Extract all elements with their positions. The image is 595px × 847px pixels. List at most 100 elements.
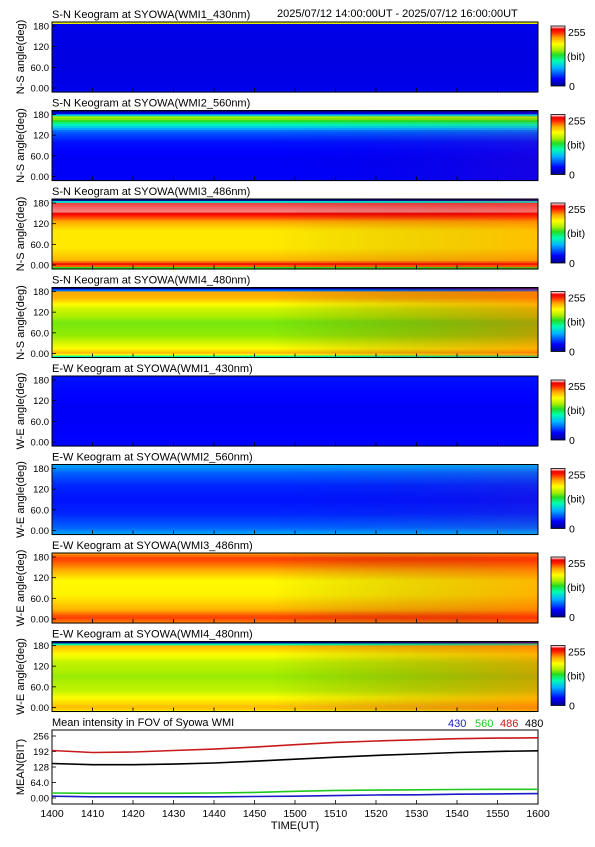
line-ytick-label: 192 xyxy=(33,747,49,758)
colorbar-min-label: 0 xyxy=(569,170,575,182)
keogram-ytick-label: 60.0 xyxy=(31,151,50,162)
keogram-ytick-label: 180 xyxy=(33,110,49,121)
series-line-480 xyxy=(51,750,539,766)
colorbar-unit-label: (bit) xyxy=(567,51,585,63)
keogram-panel-1: S-N Keogram at SYOWA(WMI1_430nm)180 120 60… xyxy=(15,9,586,95)
keogram-ytick-label: 0.00 xyxy=(31,84,50,95)
colorbar-max-label: 255 xyxy=(568,204,586,216)
colorbar xyxy=(550,468,566,529)
line-xtick-label: 1520 xyxy=(364,808,388,820)
series-line-430 xyxy=(51,792,539,798)
keogram-ytick-label: 180 xyxy=(33,464,49,475)
line-xtick-label: 1530 xyxy=(405,808,429,820)
colorbar-min-label: 0 xyxy=(569,435,575,447)
keogram-ylabel: N-S angle(deg) xyxy=(15,20,27,95)
colorbar-min-label: 0 xyxy=(569,258,575,270)
keogram-ytick-label: 120 xyxy=(33,573,49,584)
keogram-ytick-label: 120 xyxy=(33,219,49,230)
keogram-panel-5: E-W Keogram at SYOWA(WMI1_430nm)180 120 60… xyxy=(15,363,586,449)
colorbar-max-label: 255 xyxy=(568,293,586,305)
line-xtick-label: 1440 xyxy=(202,808,226,820)
legend-label-486: 486 xyxy=(500,718,518,730)
keogram-trend-overlay xyxy=(52,287,538,358)
keogram-ytick-label: 0.00 xyxy=(31,172,50,183)
colorbar xyxy=(550,202,566,264)
keogram-ytick-label: 120 xyxy=(33,308,49,319)
colorbar-min-label: 0 xyxy=(569,81,575,93)
colorbar-unit-label: (bit) xyxy=(567,671,585,683)
keogram-trend-overlay xyxy=(52,22,538,92)
keogram-ytick-label: 60.0 xyxy=(31,63,50,74)
keogram-ytick-label: 180 xyxy=(33,287,49,298)
colorbar-max-label: 255 xyxy=(568,647,586,659)
keogram-trend-overlay xyxy=(52,464,538,535)
keogram-ylabel: N-S angle(deg) xyxy=(15,108,27,183)
keogram-title: E-W Keogram at SYOWA(WMI2_560nm) xyxy=(52,452,253,464)
time-range-header: 2025/07/12 14:00:00UT - 2025/07/12 16:00… xyxy=(277,8,518,20)
colorbar xyxy=(550,114,566,175)
line-xtick-label: 1400 xyxy=(40,808,64,820)
keogram-trend-overlay xyxy=(52,110,538,181)
keogram-ylabel: W-E angle(deg) xyxy=(15,461,27,538)
keogram-trend-overlay xyxy=(52,199,538,269)
line-chart-title: Mean intensity in FOV of Syowa WMI xyxy=(52,717,234,729)
keogram-ytick-label: 60.0 xyxy=(31,505,50,516)
colorbar-max-label: 255 xyxy=(568,116,586,128)
keogram-ytick-label: 0.00 xyxy=(31,703,50,714)
line-xtick-label: 1550 xyxy=(486,808,510,820)
keogram-ytick-label: 0.00 xyxy=(31,438,50,449)
keogram-ylabel: W-E angle(deg) xyxy=(15,638,27,715)
keogram-title: E-W Keogram at SYOWA(WMI4_480nm) xyxy=(52,629,253,641)
colorbar-min-label: 0 xyxy=(569,701,575,713)
line-ylabel: MEAN(BIT) xyxy=(15,739,27,795)
legend-label-430: 430 xyxy=(448,718,466,730)
keogram-title: E-W Keogram at SYOWA(WMI1_430nm) xyxy=(52,363,253,375)
keogram-title: S-N Keogram at SYOWA(WMI3_486nm) xyxy=(52,186,250,198)
keogram-ytick-label: 180 xyxy=(33,641,49,652)
keogram-trend-overlay xyxy=(52,376,538,446)
colorbar xyxy=(550,25,566,87)
series-line-560 xyxy=(51,788,538,795)
colorbar xyxy=(550,291,566,352)
keogram-panel-2: S-N Keogram at SYOWA(WMI2_560nm)180 120 60… xyxy=(15,98,586,184)
colorbar-unit-label: (bit) xyxy=(567,317,585,329)
legend-label-560: 560 xyxy=(475,718,493,730)
line-ytick-label: 64.0 xyxy=(31,778,50,789)
colorbar-unit-label: (bit) xyxy=(567,405,585,417)
colorbar xyxy=(550,645,566,706)
keogram-ytick-label: 180 xyxy=(33,199,49,210)
keogram-ylabel: W-E angle(deg) xyxy=(15,373,27,450)
colorbar-min-label: 0 xyxy=(569,524,575,536)
line-xtick-label: 1450 xyxy=(243,808,267,820)
line-xtick-label: 1540 xyxy=(445,808,469,820)
keogram-ytick-label: 60.0 xyxy=(31,240,50,251)
keogram-ytick-label: 120 xyxy=(33,42,49,53)
keogram-ytick-label: 0.00 xyxy=(31,615,50,626)
colorbar xyxy=(550,379,566,441)
keogram-ytick-label: 60.0 xyxy=(31,417,50,428)
keogram-ytick-label: 180 xyxy=(33,553,49,564)
keogram-title: E-W Keogram at SYOWA(WMI3_486nm) xyxy=(52,540,253,552)
line-xtick-label: 1420 xyxy=(121,808,145,820)
legend-label-480: 480 xyxy=(525,718,543,730)
keogram-trend-overlay xyxy=(52,641,538,712)
keogram-ytick-label: 120 xyxy=(33,485,49,496)
keogram-panel-3: S-N Keogram at SYOWA(WMI3_486nm)180 120 60… xyxy=(15,186,586,272)
keogram-trend-overlay xyxy=(52,553,538,623)
keogram-ytick-label: 120 xyxy=(33,131,49,142)
colorbar-max-label: 255 xyxy=(568,558,586,570)
line-xlabel: TIME(UT) xyxy=(271,820,319,832)
colorbar-unit-label: (bit) xyxy=(567,228,585,240)
colorbar-unit-label: (bit) xyxy=(567,140,585,152)
line-ytick-label: 256 xyxy=(33,732,49,743)
series-line-486 xyxy=(51,737,539,754)
keogram-panel-6: E-W Keogram at SYOWA(WMI2_560nm)180 120 60… xyxy=(15,452,586,538)
keogram-ytick-label: 60.0 xyxy=(31,328,50,339)
keogram-ytick-label: 0.00 xyxy=(31,526,50,537)
colorbar xyxy=(550,556,566,618)
keogram-ytick-label: 180 xyxy=(33,376,49,387)
keogram-panels: S-N Keogram at SYOWA(WMI1_430nm)18012060… xyxy=(15,9,586,715)
keogram-ytick-label: 60.0 xyxy=(31,594,50,605)
